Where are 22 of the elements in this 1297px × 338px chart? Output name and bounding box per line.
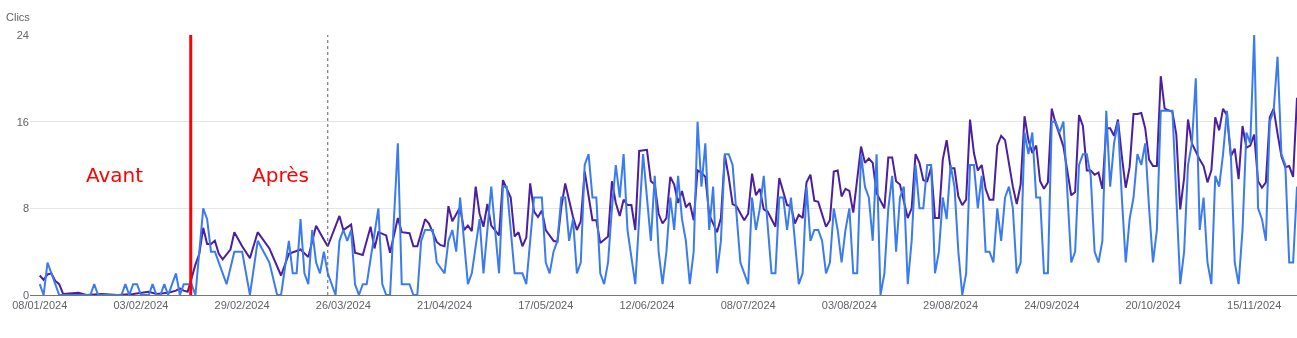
- x-tick-label: 03/08/2024: [821, 299, 877, 312]
- line-series: [38, 75, 1297, 295]
- x-tick-label: 20/10/2024: [1125, 299, 1181, 312]
- x-tick-label: 21/04/2024: [417, 299, 473, 312]
- x-tick-label: 03/02/2024: [113, 299, 169, 312]
- y-tick-label: 8: [22, 202, 29, 215]
- y-tick-label: 16: [16, 115, 29, 128]
- annotation: Avant: [86, 163, 144, 187]
- y-tick-label: 0: [22, 288, 29, 301]
- x-tick-label: 29/08/2024: [923, 299, 979, 312]
- x-tick-label: 08/07/2024: [720, 299, 776, 312]
- x-tick-label: 26/03/2024: [315, 299, 371, 312]
- y-axis-title: Clics: [6, 11, 31, 23]
- x-tick-label: 17/05/2024: [518, 299, 574, 312]
- x-tick-label: 08/01/2024: [12, 299, 68, 312]
- x-tick-label: 24/09/2024: [1024, 299, 1080, 312]
- y-tick-label: 24: [16, 28, 29, 41]
- x-tick-label: 29/02/2024: [214, 299, 270, 312]
- annotation: Après: [252, 163, 309, 187]
- line-series: [38, 35, 1297, 295]
- x-tick-label: 12/06/2024: [619, 299, 675, 312]
- x-tick-label: 15/11/2024: [1227, 299, 1282, 312]
